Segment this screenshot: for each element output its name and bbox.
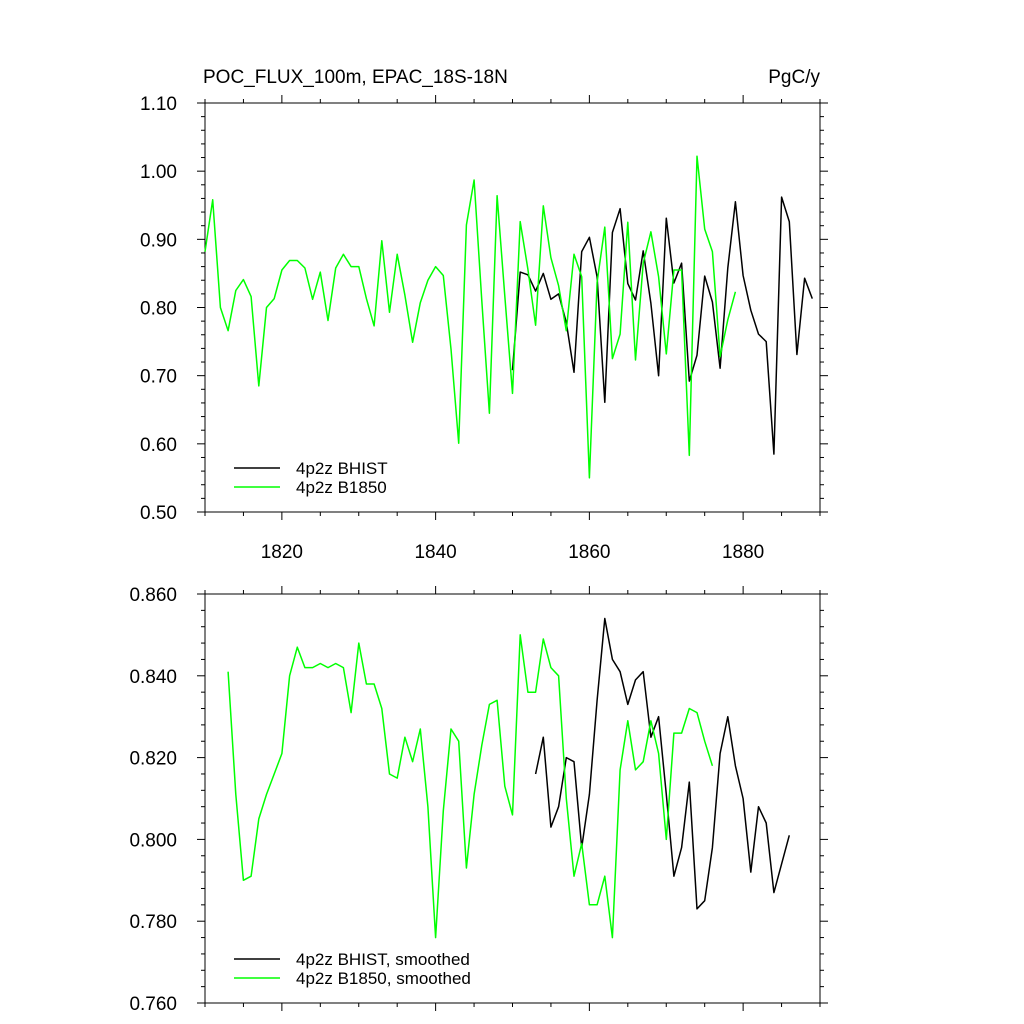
y-tick-label: 0.60: [140, 435, 177, 456]
units-label: PgC/y: [768, 67, 820, 88]
series-line-bhist: [511, 196, 814, 455]
series-line-b1850: [204, 155, 737, 479]
y-tick-label: 0.90: [140, 230, 177, 251]
y-tick-label: 0.820: [129, 749, 177, 770]
y-tick-label: 0.50: [140, 503, 177, 524]
bottom-panel: 0.760 0.780 0.800 0.820 0.840 0.860 4p2z BHIST…: [129, 585, 828, 1015]
series-line-b1850: [227, 634, 714, 939]
y-tick-label: 0.800: [129, 830, 177, 851]
chart-title: POC_FLUX_100m, EPAC_18S-18N: [203, 67, 508, 88]
y-tick-label: 0.840: [129, 667, 177, 688]
legend-label: 4p2z BHIST: [296, 459, 388, 478]
legend-label: 4p2z B1850: [296, 478, 387, 497]
y-tick-label: 0.70: [140, 367, 177, 388]
x-tick-label: 1820: [261, 542, 303, 563]
y-tick-label: 0.860: [129, 585, 177, 606]
top-panel: 0.50 0.60 0.70 0.80 0.90 1.00 1.10 1820 1840 1860…: [140, 94, 828, 563]
legend-label: 4p2z BHIST, smoothed: [296, 950, 470, 969]
y-tick-label: 0.80: [140, 299, 177, 320]
y-tick-label: 1.10: [140, 94, 177, 115]
x-tick-label: 1860: [568, 542, 610, 563]
legend-label: 4p2z B1850, smoothed: [296, 969, 471, 988]
y-tick-label: 0.780: [129, 912, 177, 933]
x-tick-label: 1840: [414, 542, 456, 563]
y-tick-label: 1.00: [140, 162, 177, 183]
series-line-bhist: [534, 617, 791, 910]
y-tick-label: 0.760: [129, 994, 177, 1015]
x-tick-label: 1880: [722, 542, 764, 563]
plot-frame: [204, 102, 821, 513]
